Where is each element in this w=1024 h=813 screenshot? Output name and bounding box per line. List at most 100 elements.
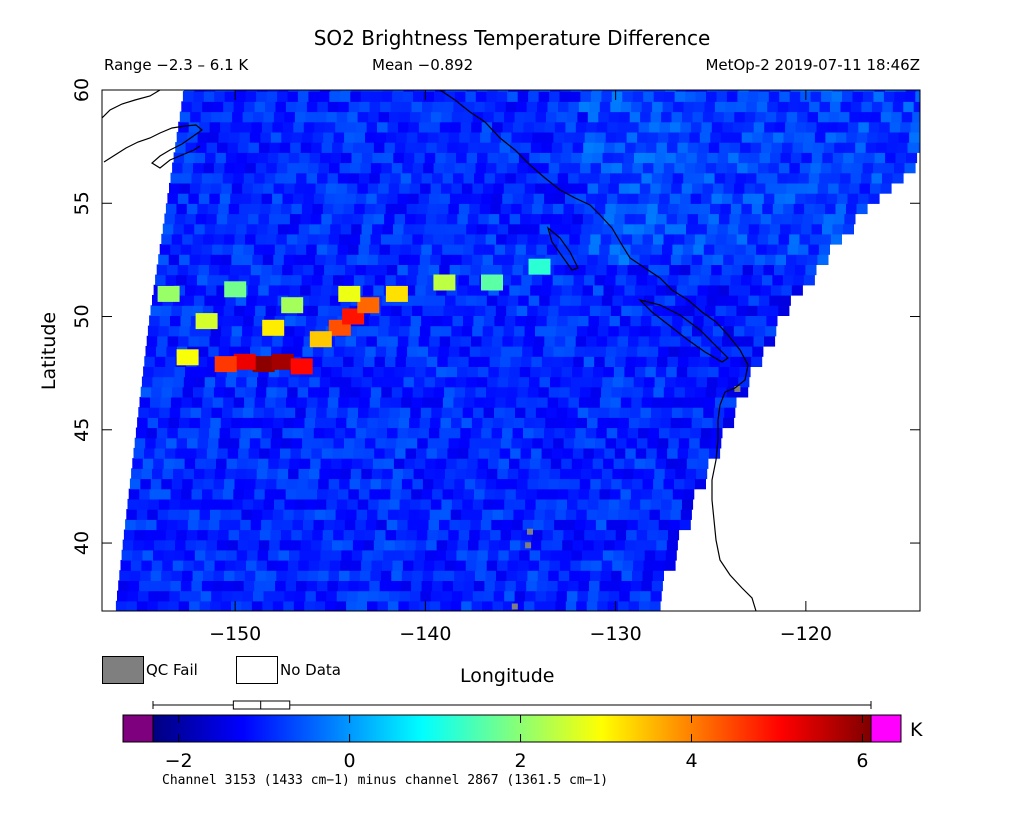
swath-cell (429, 600, 441, 611)
swath-cell (128, 580, 140, 592)
swath-cell (737, 162, 749, 174)
swath-cell (162, 560, 174, 571)
swath-cell (540, 284, 552, 296)
swath-cell (263, 111, 275, 123)
swath-cell (147, 600, 159, 611)
swath-cell (637, 519, 649, 531)
swath-cell (717, 90, 729, 92)
swath-cell (446, 213, 458, 225)
swath-cell (269, 447, 281, 459)
swath-cell (562, 356, 574, 367)
swath-cell (189, 325, 201, 337)
swath-cell (597, 509, 609, 520)
swath-cell (501, 346, 513, 357)
swath-cell (510, 274, 522, 286)
swath-cell (691, 417, 703, 429)
swath-cell (445, 295, 457, 306)
swath-cell (547, 488, 559, 500)
swath-cell (297, 386, 309, 398)
swath-cell (375, 203, 387, 215)
swath-cell (570, 560, 582, 571)
swath-cell (535, 111, 547, 123)
swath-cell (660, 254, 672, 265)
swath-cell (729, 142, 741, 153)
swath-cell (818, 244, 830, 255)
swath-cell (753, 121, 765, 133)
swath-cell (741, 203, 753, 215)
swath-cell (424, 295, 436, 306)
swath-cell (521, 356, 533, 367)
swath-cell (309, 376, 321, 388)
swath-cell (781, 213, 793, 225)
swath-cell (424, 223, 436, 235)
swath-cell (434, 560, 446, 571)
swath-cell (647, 529, 659, 541)
swath-cell (285, 580, 297, 592)
swath-cell (505, 580, 517, 592)
swath-cell (478, 447, 490, 459)
swath-cell (329, 162, 341, 174)
swath-cell (441, 590, 453, 602)
swath-cell (497, 376, 509, 388)
swath-cell (332, 142, 344, 153)
swath-cell (150, 570, 162, 581)
swath-cell (481, 427, 493, 439)
swath-cell (508, 376, 520, 388)
swath-cell (630, 488, 642, 500)
swath-cell (905, 90, 917, 92)
swath-cell (210, 600, 222, 611)
swath-cell (441, 182, 453, 194)
swath-cell (233, 101, 245, 113)
swath-cell (766, 244, 778, 255)
swath-cell (562, 447, 574, 459)
swath-cell (615, 356, 627, 367)
colorbar-tick-label: 4 (685, 750, 697, 772)
swath-cell (607, 600, 619, 611)
swath-cell (858, 121, 870, 133)
swath-cell (518, 376, 530, 388)
swath-cell (321, 213, 333, 225)
swath-cell (323, 346, 335, 357)
swath-cell (778, 233, 790, 245)
swath-cell (317, 305, 329, 316)
swath-cell (566, 417, 578, 429)
swath-cell (171, 570, 183, 581)
swath-cell (835, 203, 847, 215)
swath-cell (629, 182, 641, 194)
swath-cell (700, 264, 712, 276)
swath-cell (765, 111, 777, 123)
swath-cell (578, 101, 590, 113)
swath-cell (451, 498, 463, 510)
swath-cell (492, 335, 504, 347)
swath-cell (179, 417, 191, 429)
swath-cell (403, 152, 415, 164)
swath-cell (838, 182, 850, 194)
swath-cell (257, 376, 269, 388)
swath-cell (161, 386, 173, 398)
swath-cell (371, 91, 383, 102)
swath-cell (181, 396, 193, 408)
swath-cell (183, 376, 195, 388)
swath-cell (294, 325, 306, 337)
swath-cell (369, 244, 381, 255)
swath-cell (284, 111, 296, 123)
swath-cell (402, 162, 414, 174)
swath-cell (637, 131, 649, 143)
swath-cell (547, 580, 559, 592)
swath-cell (686, 223, 698, 235)
swath-cell (644, 376, 656, 388)
swath-cell (195, 213, 207, 225)
swath-cell (292, 519, 304, 531)
swath-cell (564, 519, 576, 531)
swath-cell (737, 386, 749, 398)
swath-cell (330, 223, 342, 235)
swath-cell (639, 509, 651, 520)
swath-cell (649, 600, 661, 611)
swath-cell (894, 91, 906, 102)
swath-cell (632, 386, 644, 398)
swath-cell (525, 111, 537, 123)
swath-cell (349, 233, 361, 245)
plume-cell (290, 358, 313, 375)
swath-cell (552, 356, 564, 367)
swath-cell (391, 478, 403, 490)
